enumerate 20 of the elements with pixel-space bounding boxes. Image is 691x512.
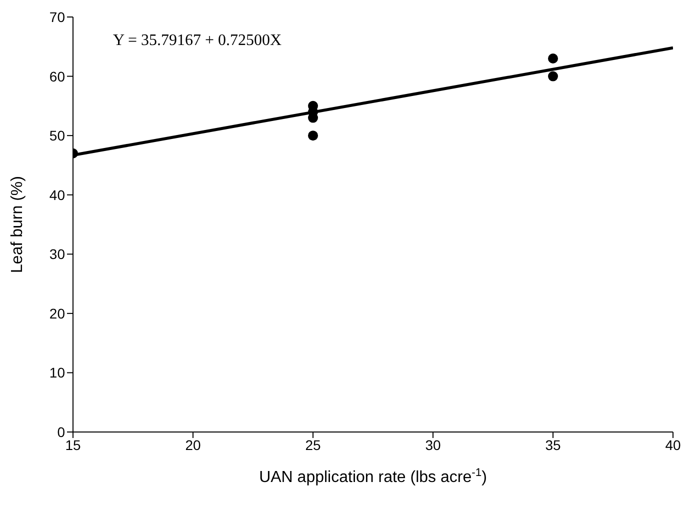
x-tick-label: 35	[545, 436, 561, 453]
y-axis-title: Leaf burn (%)	[9, 176, 26, 273]
annotation: Y = 35.79167 + 0.72500X	[113, 32, 282, 49]
y-tick-label: 20	[49, 305, 66, 322]
point	[308, 130, 318, 141]
y-tick-label: 70	[49, 8, 66, 25]
point	[548, 54, 558, 64]
point	[548, 71, 558, 82]
y-tick-label: 0	[57, 424, 66, 440]
x-tick-label: 30	[425, 436, 441, 453]
x-tick-label: 15	[65, 436, 81, 453]
x-axis-title: UAN application rate (lbs acre$^{-1}$)	[259, 467, 487, 486]
y-tick-label: 40	[49, 186, 66, 203]
y-tick-label: 60	[49, 68, 66, 84]
y-tick-label: 50	[49, 128, 66, 144]
x-tick-label: 40	[665, 436, 681, 453]
x-tick-label: 25	[305, 436, 321, 453]
x-tick-label: 20	[185, 436, 201, 453]
y-tick-label: 10	[49, 364, 66, 381]
y-tick-label: 30	[49, 246, 66, 262]
